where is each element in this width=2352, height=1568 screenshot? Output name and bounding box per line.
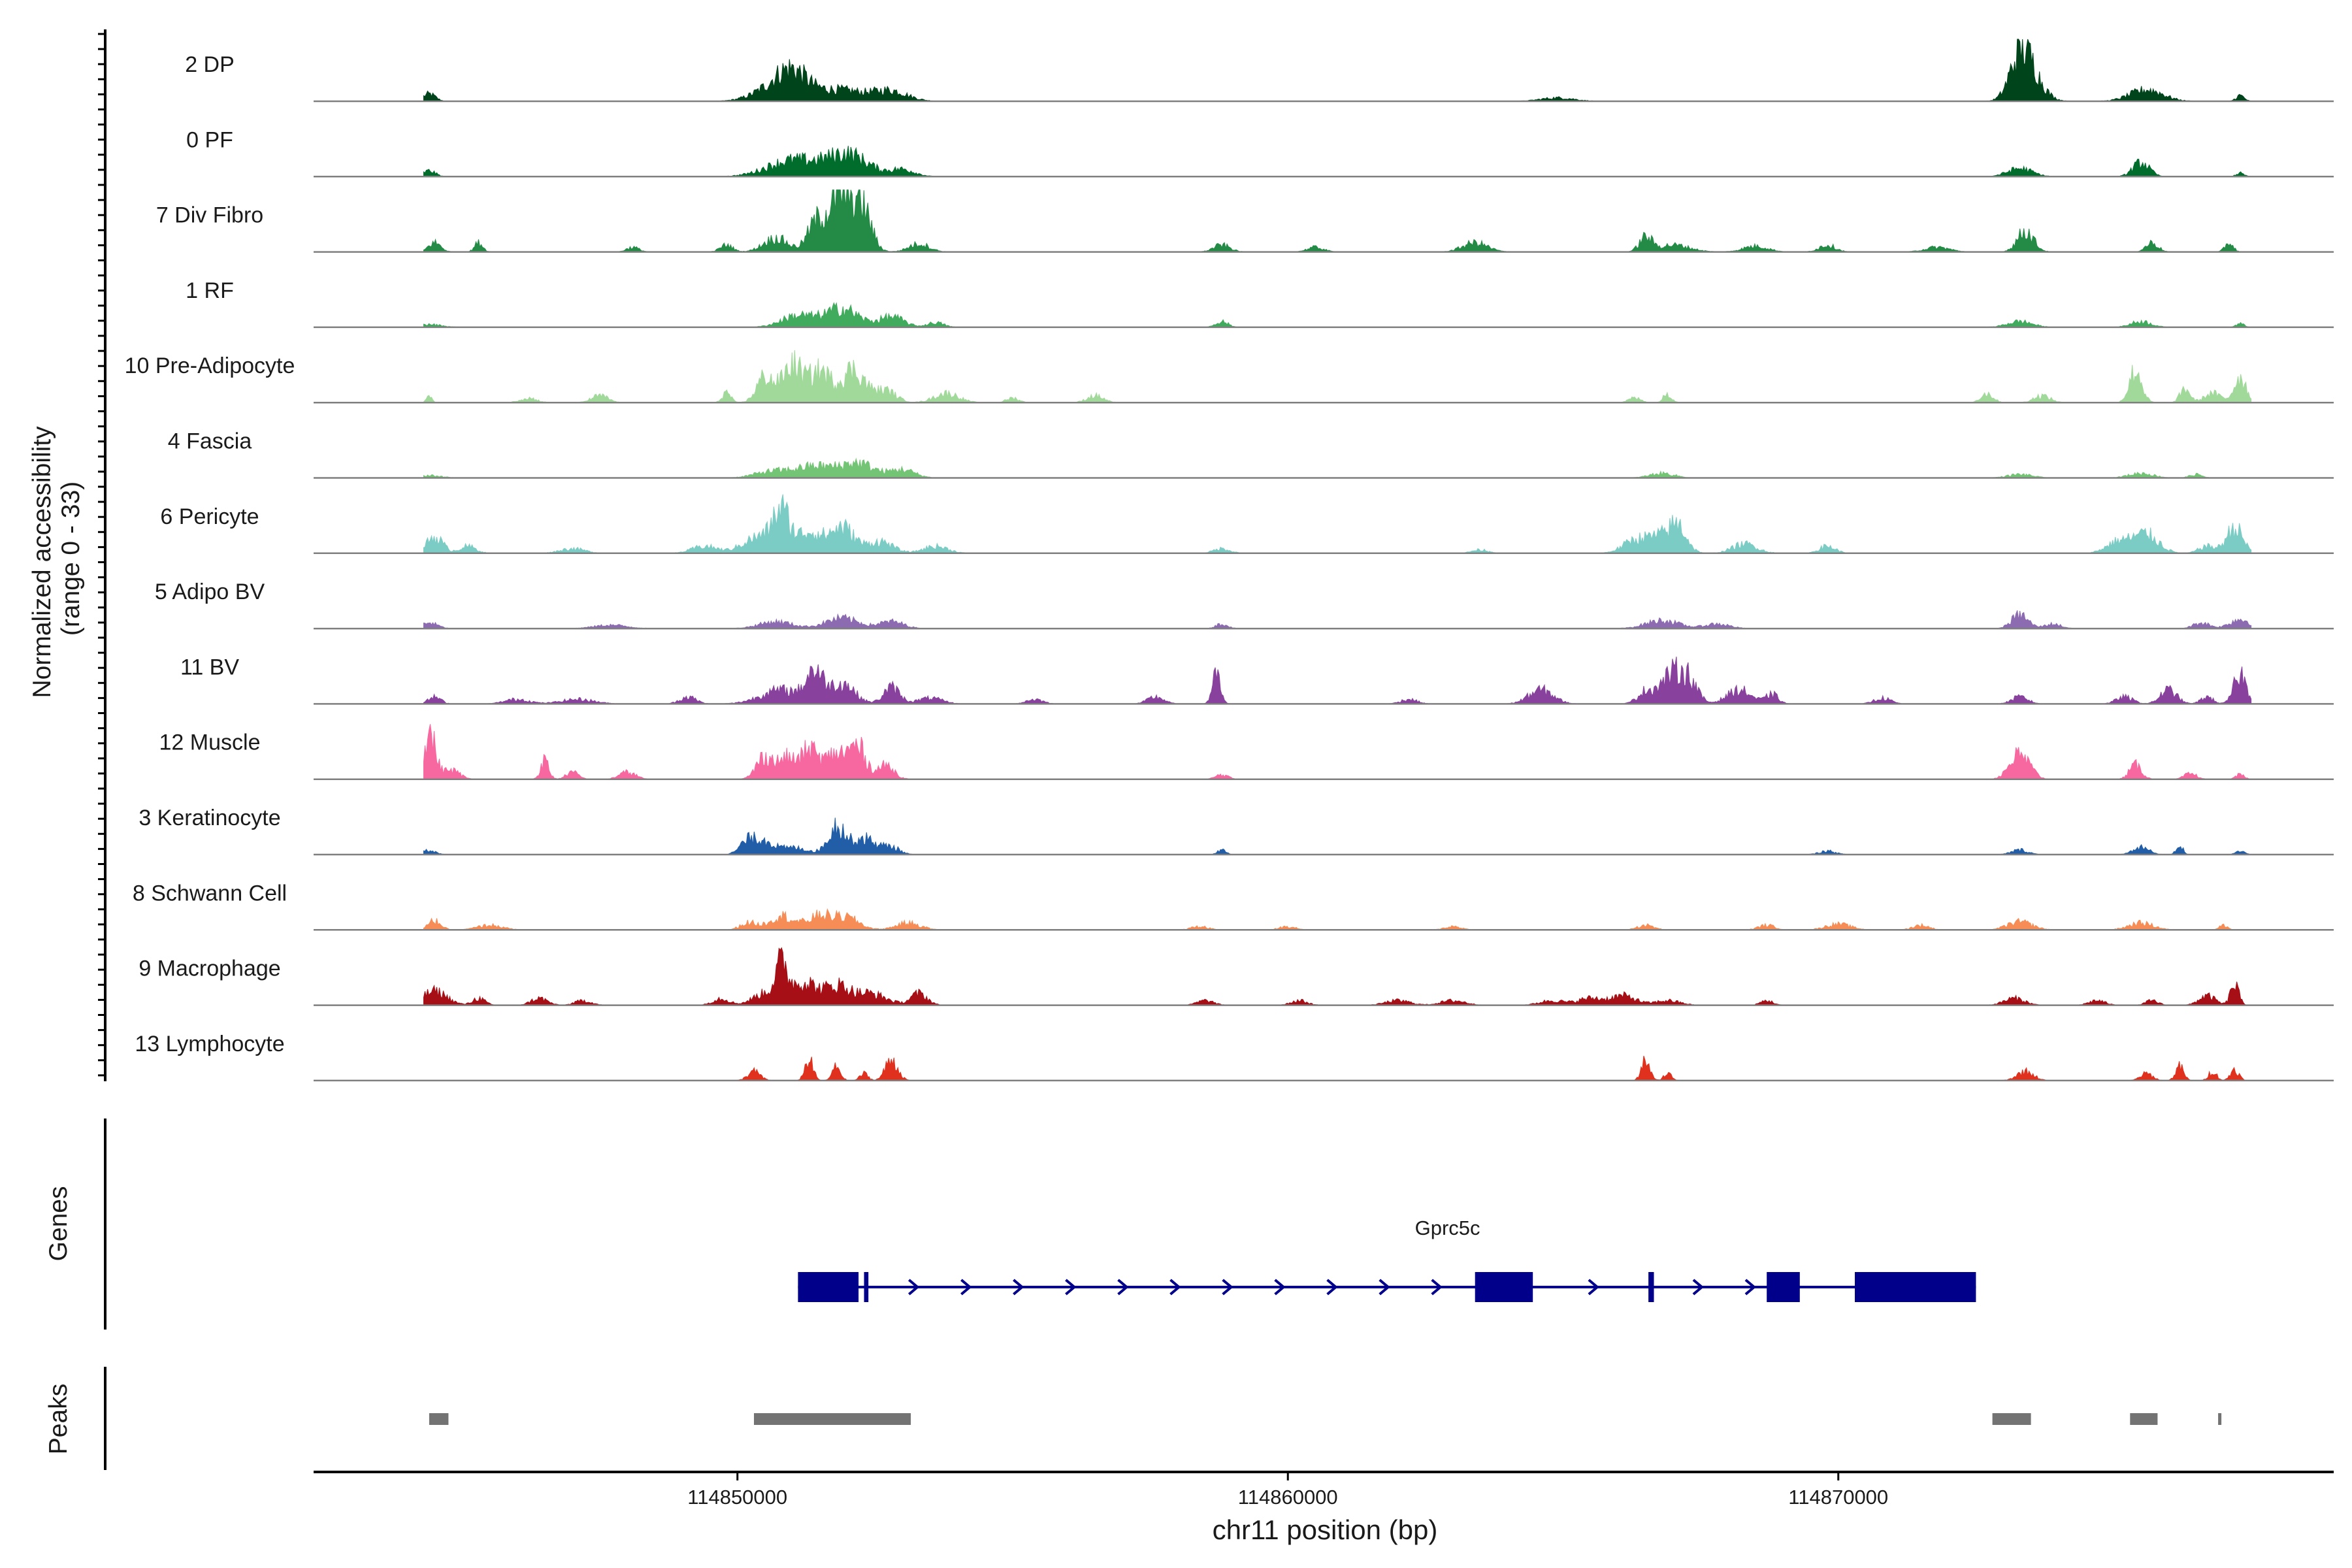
track-7-div-fibro: 7 Div Fibro	[156, 189, 2334, 253]
y-axis-title-line1: Normalized accessibility	[28, 426, 56, 698]
strand-arrow	[1013, 1279, 1024, 1296]
peak-region	[429, 1413, 449, 1425]
gene-exon	[1475, 1272, 1533, 1302]
track-signal	[423, 947, 2251, 1006]
track-label: 9 Macrophage	[139, 956, 280, 981]
gene-exon	[798, 1272, 859, 1302]
track-signal	[423, 302, 2252, 328]
strand-arrow	[908, 1279, 920, 1296]
track-5-adipo-bv: 5 Adipo BV	[155, 580, 2334, 630]
x-tick-label: 114850000	[687, 1486, 787, 1509]
strand-arrow	[1169, 1279, 1181, 1296]
track-signal	[423, 610, 2252, 629]
genes-panel-label: Genes	[44, 1186, 73, 1262]
peak-region	[754, 1413, 911, 1425]
strand-arrow	[960, 1279, 972, 1296]
gene-exon	[1855, 1272, 1976, 1302]
coverage-tracks: 2 DP 0 PF 7 Div Fibro 1 RF 10 Pre-Adipocyte 4…	[125, 39, 2334, 1082]
gene-exon	[1767, 1272, 1800, 1302]
track-label: 11 BV	[180, 655, 239, 679]
track-13-lymphocyte: 13 Lymphocyte	[135, 1032, 2334, 1082]
track-signal	[423, 1056, 2251, 1081]
peak-region	[2218, 1413, 2222, 1425]
track-1-rf: 1 RF	[186, 278, 2334, 329]
track-8-schwann-cell: 8 Schwann Cell	[133, 881, 2334, 931]
strand-arrow	[1588, 1279, 1599, 1296]
genes-panel: Genes Gprc5c	[44, 1119, 1976, 1330]
track-label: 13 Lymphocyte	[135, 1032, 284, 1056]
peaks-panel: Peaks	[44, 1367, 2222, 1470]
gene-exon	[1648, 1272, 1654, 1302]
peaks-panel-label: Peaks	[44, 1384, 73, 1454]
peak-regions	[429, 1413, 2222, 1425]
x-axis-title: chr11 position (bp)	[1213, 1514, 1438, 1545]
strand-arrow	[1326, 1279, 1338, 1296]
track-label: 4 Fascia	[168, 429, 252, 454]
track-11-bv: 11 BV	[180, 655, 2334, 705]
x-tick-label: 114860000	[1238, 1486, 1338, 1509]
track-label: 2 DP	[185, 52, 235, 77]
track-signal	[423, 146, 2252, 177]
gene-name-label: Gprc5c	[1415, 1217, 1480, 1239]
strand-arrow	[1379, 1279, 1390, 1296]
track-10-pre-adipocyte: 10 Pre-Adipocyte	[125, 350, 2334, 404]
x-tick-label: 114870000	[1788, 1486, 1888, 1509]
track-12-muscle: 12 Muscle	[159, 724, 2334, 780]
track-label: 12 Muscle	[159, 730, 261, 755]
strand-arrow	[1692, 1279, 1704, 1296]
track-label: 10 Pre-Adipocyte	[125, 353, 295, 378]
coverage-y-axis-title: Normalized accessibility (range 0 - 33)	[28, 419, 85, 698]
track-signal	[423, 907, 2251, 930]
x-axis: 114850000 114860000 114870000	[314, 1471, 2334, 1509]
strand-arrow	[1744, 1279, 1756, 1296]
track-label: 3 Keratinocyte	[139, 806, 280, 830]
track-label: 8 Schwann Cell	[133, 881, 287, 906]
track-label: 5 Adipo BV	[155, 580, 265, 604]
track-label: 0 PF	[186, 127, 233, 152]
peak-region	[2130, 1413, 2158, 1425]
track-signal	[423, 39, 2252, 102]
track-signal	[423, 350, 2252, 403]
track-0-pf: 0 PF	[186, 127, 2334, 178]
strand-arrow	[1274, 1279, 1286, 1296]
track-3-keratinocyte: 3 Keratinocyte	[139, 806, 2334, 856]
coverage-y-axis	[98, 29, 106, 1081]
track-signal	[423, 817, 2252, 855]
gene-exon	[864, 1272, 869, 1302]
track-9-macrophage: 9 Macrophage	[139, 947, 2334, 1006]
track-signal	[423, 189, 2251, 253]
track-label: 1 RF	[186, 278, 234, 303]
strand-arrow	[1065, 1279, 1077, 1296]
track-6-pericyte: 6 Pericyte	[160, 494, 2334, 555]
gene-model: Gprc5c	[798, 1217, 1976, 1302]
strand-arrow	[1222, 1279, 1233, 1296]
track-4-fascia: 4 Fascia	[168, 429, 2334, 479]
track-signal	[423, 494, 2252, 554]
track-signal	[423, 657, 2252, 704]
track-2-dp: 2 DP	[185, 39, 2334, 103]
track-label: 7 Div Fibro	[156, 203, 263, 228]
track-label: 6 Pericyte	[160, 504, 259, 529]
track-signal	[423, 457, 2251, 479]
strand-arrow	[1431, 1279, 1443, 1296]
y-axis-title-line2: (range 0 - 33)	[57, 482, 85, 636]
peak-region	[1992, 1413, 2031, 1425]
strand-arrow	[1117, 1279, 1129, 1296]
track-signal	[423, 724, 2252, 780]
